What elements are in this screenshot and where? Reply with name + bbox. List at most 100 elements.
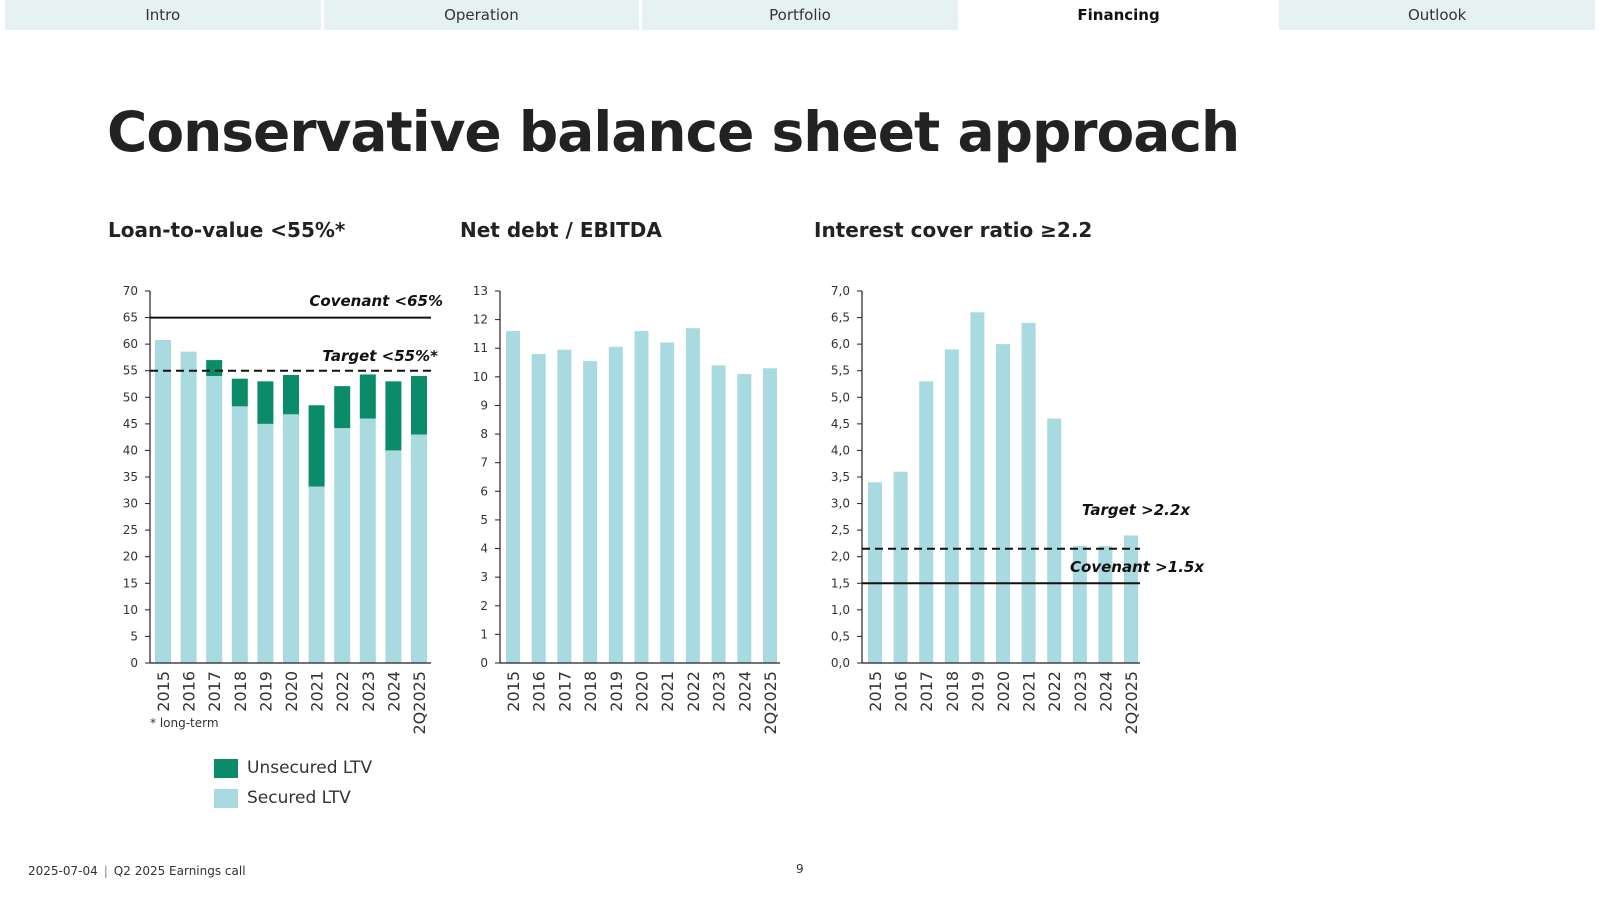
net-debt-x-tick-label: 2021 [658, 671, 677, 712]
ltv-legend: Unsecured LTV Secured LTV [214, 753, 372, 813]
ltv-reference-label: Target <55%* [322, 347, 438, 365]
ltv-bar-secured-ltv [283, 414, 299, 663]
interest-cover-bar-value [1098, 546, 1113, 663]
net-debt-bar-value [531, 353, 546, 663]
section-tabs: Intro Operation Portfolio Financing Outl… [5, 0, 1595, 30]
interest-cover-bar-value [970, 312, 985, 663]
tab-operation[interactable]: Operation [323, 0, 640, 30]
ltv-bar-secured-ltv [257, 423, 274, 663]
footer-info: 2025-07-04 | Q2 2025 Earnings call [28, 864, 246, 878]
unsecured-swatch [214, 758, 238, 778]
interest-cover-bar-value [919, 381, 934, 663]
net-debt-y-tick-label: 9 [480, 398, 488, 412]
interest-cover-y-tick-label: 4,5 [831, 417, 850, 431]
ltv-bar-unsecured-ltv [385, 381, 402, 451]
net-debt-bar-value [711, 365, 726, 663]
net-debt-bar-value [506, 331, 520, 663]
net-debt-bar-value [763, 368, 777, 663]
interest-cover-x-tick-label: 2020 [994, 671, 1013, 712]
interest-cover-y-tick-label: 4,0 [831, 443, 850, 457]
ltv-y-tick-label: 50 [123, 390, 138, 404]
interest-cover-reference-label: Target >2.2x [1082, 501, 1191, 519]
interest-cover-y-tick-label: 3,0 [831, 497, 850, 511]
net-debt-y-tick-label: 12 [473, 313, 488, 327]
interest-cover-y-tick-label: 3,5 [831, 470, 850, 484]
net-debt-y-tick-label: 1 [480, 627, 488, 641]
interest-cover-y-tick-label: 0,0 [831, 656, 850, 670]
ltv-x-tick-label: 2016 [180, 671, 199, 712]
net-debt-y-tick-label: 0 [480, 656, 488, 670]
tab-financing[interactable]: Financing [960, 0, 1277, 30]
ltv-y-tick-label: 0 [130, 656, 138, 670]
ltv-y-tick-label: 55 [123, 364, 138, 378]
interest-cover-x-tick-label: 2Q2025 [1122, 671, 1141, 735]
ltv-x-tick-label: 2024 [384, 671, 403, 712]
interest-cover-x-tick-label: 2023 [1071, 671, 1090, 712]
net-debt-y-tick-label: 13 [473, 284, 488, 298]
legend-label-secured: Secured LTV [247, 788, 351, 808]
interest-cover-y-tick-label: 6,5 [831, 311, 850, 325]
ltv-y-tick-label: 45 [123, 417, 138, 431]
tab-portfolio[interactable]: Portfolio [642, 0, 958, 30]
interest-cover-bar-value [1021, 322, 1036, 663]
interest-cover-bar-value [1047, 418, 1062, 663]
net-debt-x-tick-label: 2023 [710, 671, 729, 712]
interest-cover-x-tick-label: 2018 [943, 671, 962, 712]
ltv-y-tick-label: 65 [123, 311, 138, 325]
ltv-bar-unsecured-ltv [334, 386, 351, 429]
secured-swatch [214, 788, 238, 808]
interest-cover-bar-value [1072, 546, 1087, 663]
net-debt-bar-value [685, 328, 700, 663]
ltv-bar-unsecured-ltv [231, 378, 248, 407]
net-debt-y-tick-label: 7 [480, 456, 488, 470]
net-debt-bar-value [608, 346, 623, 663]
interest-cover-x-tick-label: 2016 [892, 671, 911, 712]
footer-separator: | [103, 864, 108, 878]
tab-outlook[interactable]: Outlook [1279, 0, 1595, 30]
net-debt-x-tick-label: 2015 [504, 671, 523, 712]
ltv-x-tick-label: 2018 [231, 671, 250, 712]
legend-label-unsecured: Unsecured LTV [247, 758, 373, 778]
interest-cover-y-tick-label: 2,5 [831, 523, 850, 537]
ltv-y-tick-label: 35 [123, 470, 138, 484]
net-debt-y-tick-label: 11 [473, 341, 488, 355]
tab-intro[interactable]: Intro [5, 0, 321, 30]
ltv-x-tick-label: 2023 [359, 671, 378, 712]
net-debt-bar-value [583, 361, 598, 663]
net-debt-bar-value [557, 349, 572, 663]
ltv-bar-secured-ltv [206, 376, 223, 663]
interest-cover-x-tick-label: 2017 [917, 671, 936, 712]
net-debt-bar-value [660, 342, 675, 663]
ltv-bar-unsecured-ltv [411, 376, 427, 435]
legend-item-secured: Secured LTV [214, 783, 372, 813]
ltv-chart-title: Loan-to-value <55%* [108, 218, 346, 242]
ltv-bar-secured-ltv [411, 434, 427, 663]
net-debt-y-tick-label: 4 [480, 542, 488, 556]
interest-cover-x-tick-label: 2019 [968, 671, 987, 712]
ltv-y-tick-label: 5 [130, 629, 138, 643]
interest-cover-x-tick-label: 2022 [1045, 671, 1064, 712]
page-title: Conservative balance sheet approach [107, 100, 1240, 164]
net-debt-y-tick-label: 2 [480, 599, 488, 613]
ltv-x-tick-label: 2020 [282, 671, 301, 712]
interest-cover-x-tick-label: 2021 [1020, 671, 1039, 712]
footer-date: 2025-07-04 [28, 864, 98, 878]
ltv-x-tick-label: 2019 [256, 671, 275, 712]
interest-cover-y-tick-label: 6,0 [831, 337, 850, 351]
ltv-y-tick-label: 30 [123, 497, 138, 511]
legend-item-unsecured: Unsecured LTV [214, 753, 372, 783]
net-debt-bar-value [634, 331, 649, 663]
ltv-y-tick-label: 10 [123, 603, 138, 617]
ltv-bar-secured-ltv [359, 418, 376, 663]
net-debt-x-tick-label: 2018 [581, 671, 600, 712]
net-debt-y-tick-label: 3 [480, 570, 488, 584]
net-debt-y-tick-label: 10 [473, 370, 488, 384]
ltv-y-tick-label: 40 [123, 443, 138, 457]
ltv-y-tick-label: 15 [123, 576, 138, 590]
net-debt-x-tick-label: 2020 [633, 671, 652, 712]
ltv-bar-unsecured-ltv [308, 405, 325, 487]
interest-cover-chart-title: Interest cover ratio ≥2.2 [814, 218, 1093, 242]
net-debt-y-tick-label: 6 [480, 484, 488, 498]
net-debt-x-tick-label: 2017 [555, 671, 574, 712]
